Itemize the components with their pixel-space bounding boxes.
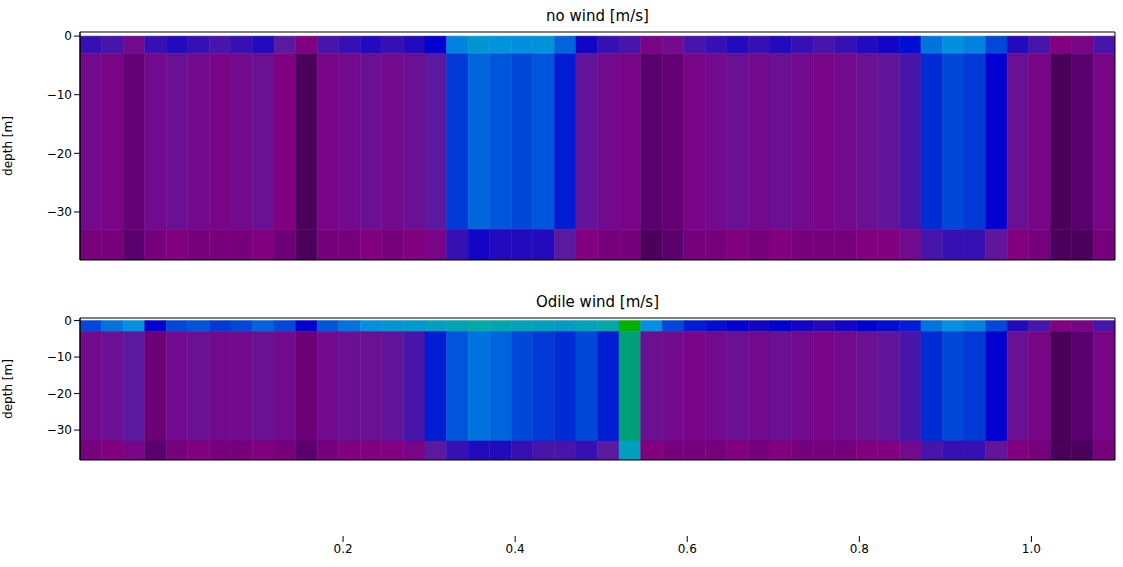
svg-text:0: 0	[64, 314, 72, 328]
svg-text:−30: −30	[47, 423, 72, 437]
svg-text:0.8: 0.8	[850, 542, 869, 556]
svg-text:0.6: 0.6	[678, 542, 697, 556]
svg-text:0.2: 0.2	[334, 542, 353, 556]
svg-text:−20: −20	[47, 147, 72, 161]
html-text:no wind [m/s]: no wind [m/s]	[546, 7, 649, 25]
svg-text:0.4: 0.4	[506, 542, 525, 556]
svg-text:depth [m]: depth [m]	[1, 116, 15, 176]
svg-text:depth [m]: depth [m]	[1, 359, 15, 419]
html-text:Odile wind [m/s]: Odile wind [m/s]	[536, 293, 659, 311]
svg-text:−10: −10	[47, 88, 72, 102]
svg-text:−10: −10	[47, 350, 72, 364]
svg-text:−30: −30	[47, 205, 72, 219]
svg-text:1.0: 1.0	[1022, 542, 1041, 556]
svg-text:−20: −20	[47, 387, 72, 401]
svg-text:0: 0	[64, 29, 72, 43]
